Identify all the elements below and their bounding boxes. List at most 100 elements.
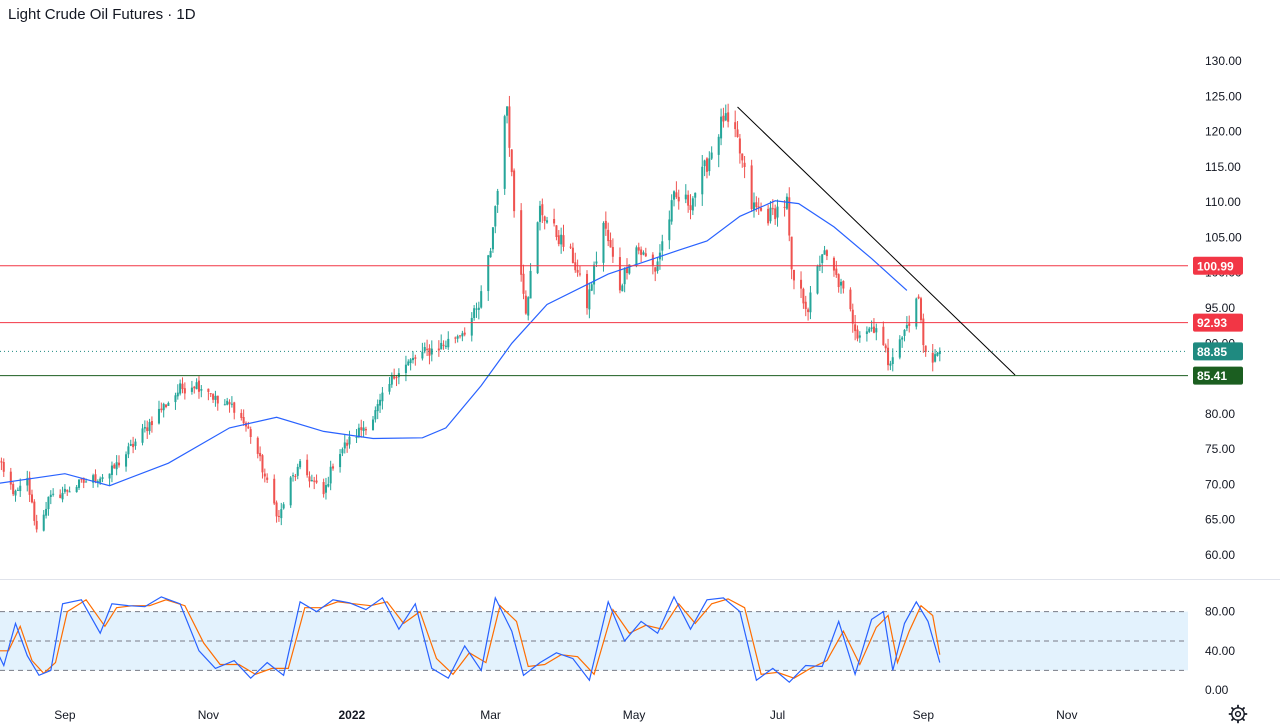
candle-body <box>322 482 325 495</box>
bullish-candle <box>110 461 113 483</box>
bullish-candle <box>125 451 128 472</box>
candle-body <box>513 170 516 212</box>
chart-title: Light Crude Oil Futures · 1D <box>8 6 196 23</box>
bullish-candle <box>289 475 292 508</box>
candle-body <box>275 502 278 517</box>
candle-body <box>329 466 332 484</box>
bullish-candle <box>865 326 868 342</box>
price-tick-label: 125.00 <box>1205 89 1242 103</box>
candle-body <box>503 116 506 189</box>
bearish-candle <box>722 107 725 128</box>
bullish-candle <box>444 340 447 350</box>
candle-body <box>687 194 690 206</box>
bearish-candle <box>454 336 457 344</box>
bearish-candle <box>783 200 786 217</box>
candle-body <box>33 501 36 521</box>
candle-body <box>49 494 52 497</box>
bearish-candle <box>233 401 236 420</box>
bullish-candle <box>407 359 410 366</box>
candle-body <box>788 197 791 236</box>
bullish-candle <box>52 488 55 497</box>
bearish-candle <box>207 388 210 401</box>
candle-body <box>823 250 826 255</box>
candle-body <box>96 481 99 483</box>
candle-body <box>602 222 605 263</box>
candle-body <box>637 247 640 251</box>
bullish-candle <box>430 340 433 362</box>
candle-body <box>489 250 492 258</box>
bullish-candle <box>858 331 861 343</box>
downtrend-line <box>737 106 1016 376</box>
bullish-candle <box>390 372 393 388</box>
bullish-candle <box>691 196 694 216</box>
candle-body <box>200 389 203 391</box>
candle-body <box>47 496 50 510</box>
bullish-candle <box>560 227 563 254</box>
candle-body <box>388 384 391 392</box>
candle-body <box>395 377 398 379</box>
candle-body <box>872 326 875 333</box>
bearish-candle <box>193 385 196 394</box>
candle-body <box>19 485 22 492</box>
candle-body <box>146 427 149 432</box>
candle-body <box>456 336 459 339</box>
candle-body <box>919 298 923 321</box>
bullish-candle <box>590 282 593 292</box>
bearish-candle <box>553 208 556 227</box>
bearish-candle <box>94 469 97 484</box>
bearish-candle <box>331 463 335 471</box>
support-85-41-label: 85.41 <box>1197 369 1227 383</box>
bearish-candle <box>571 242 574 264</box>
candle-body <box>750 165 753 210</box>
candle-body <box>891 357 894 364</box>
candle-body <box>776 206 779 218</box>
candle-body <box>52 493 55 495</box>
bearish-candle <box>832 256 835 277</box>
candle-body <box>934 354 937 362</box>
bearish-candle <box>322 478 325 498</box>
bullish-candle <box>49 490 52 505</box>
bullish-candle <box>115 455 118 476</box>
gear-icon[interactable] <box>1228 704 1248 724</box>
bearish-candle <box>607 222 610 247</box>
bearish-candle <box>315 474 318 484</box>
candle-body <box>851 309 854 324</box>
candle-body <box>193 386 196 389</box>
bullish-candle <box>496 188 499 213</box>
bearish-candle <box>117 455 121 468</box>
bullish-candle <box>487 254 490 301</box>
bullish-candle <box>214 390 217 407</box>
bullish-candle <box>374 406 377 423</box>
bearish-candle <box>393 368 396 380</box>
candle-body <box>259 452 262 457</box>
candle-body <box>134 441 137 446</box>
candle-body <box>769 207 772 222</box>
bullish-candle <box>339 449 342 473</box>
bullish-candle <box>195 378 198 390</box>
candle-body <box>816 265 819 294</box>
support-85-41-label-box <box>1193 366 1243 385</box>
candle-body <box>216 395 219 404</box>
candle-body <box>825 250 828 257</box>
candle-body <box>110 465 113 475</box>
candle-body <box>623 268 626 285</box>
bullish-candle <box>440 334 443 350</box>
bullish-candle <box>348 430 351 449</box>
bullish-candle <box>710 146 713 160</box>
bearish-candle <box>212 393 215 403</box>
bullish-candle <box>621 283 624 292</box>
price-tick-label: 70.00 <box>1205 477 1235 491</box>
stochastic-axis: 0.00 40.00 80.00 <box>1205 605 1235 697</box>
candle-body <box>475 308 478 310</box>
bearish-candle <box>181 377 184 394</box>
candle-body <box>870 327 873 329</box>
bullish-candle <box>226 397 229 406</box>
candle-body <box>360 427 363 431</box>
bullish-candle <box>411 351 415 364</box>
candle-body <box>865 331 868 334</box>
candle-body <box>447 338 450 348</box>
bullish-candle <box>776 199 779 227</box>
bearish-candle <box>520 203 523 282</box>
candle-body <box>440 342 443 350</box>
